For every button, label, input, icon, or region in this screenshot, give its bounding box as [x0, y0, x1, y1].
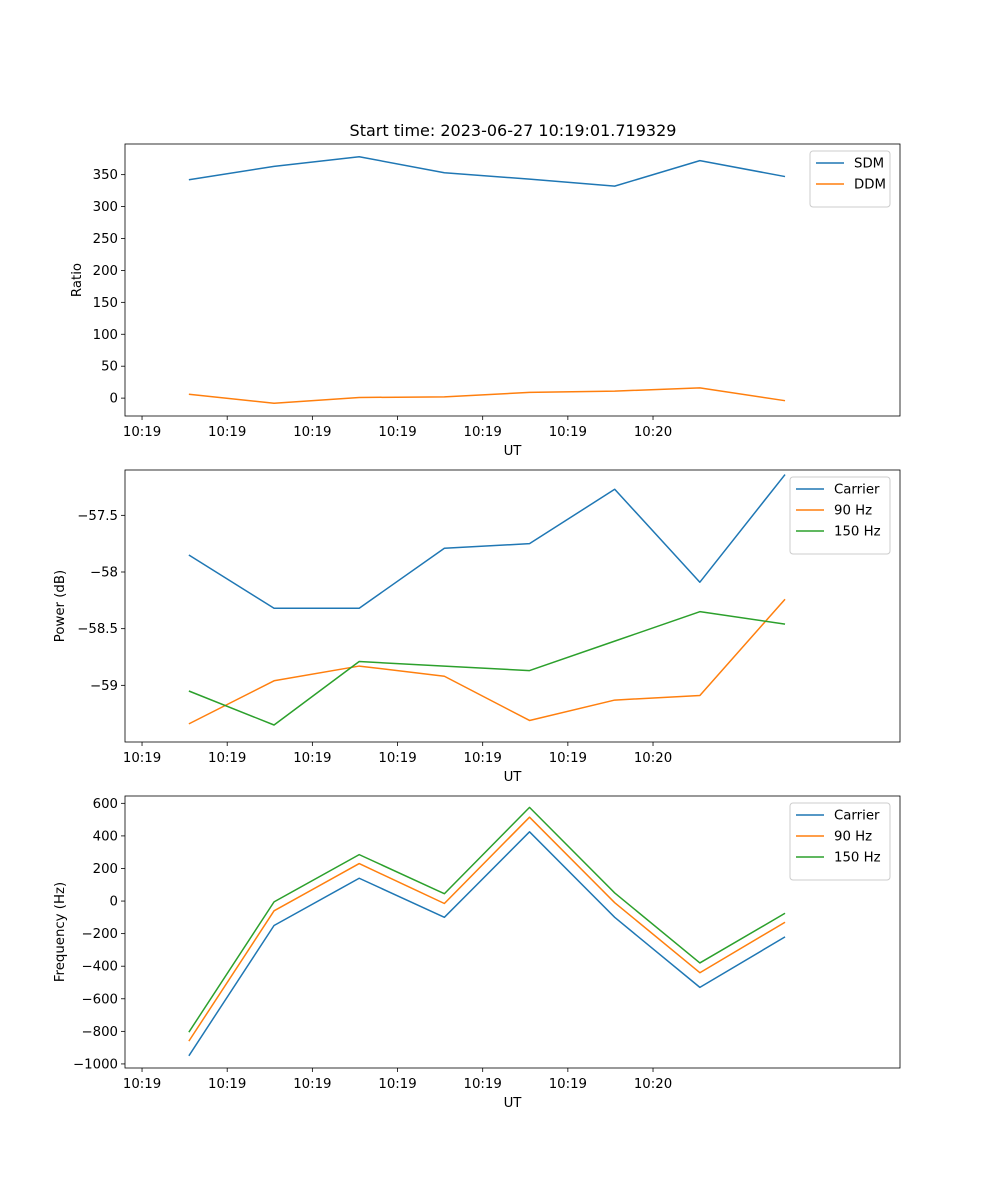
x-tick-label: 10:19 — [208, 1077, 246, 1092]
x-tick-label: 10:20 — [634, 751, 672, 766]
x-tick-label: 10:19 — [378, 1077, 416, 1092]
x-tick-label: 10:19 — [378, 425, 416, 440]
y-tick-label: −58 — [90, 566, 118, 581]
axes-frame — [124, 795, 901, 1069]
legend-label: DDM — [854, 178, 886, 193]
y-axis-label: Ratio — [70, 263, 85, 297]
axes-frame — [124, 469, 901, 743]
y-tick-label: −400 — [81, 960, 118, 975]
y-tick-label: 300 — [93, 200, 118, 215]
x-axis-label: UT — [504, 770, 523, 785]
x-tick-label: 10:19 — [549, 425, 587, 440]
y-tick-label: −58.5 — [77, 622, 118, 637]
y-tick-label: 0 — [110, 392, 118, 407]
x-tick-label: 10:19 — [378, 751, 416, 766]
series-line-ddm — [188, 387, 786, 404]
y-axis-label: Frequency (Hz) — [53, 882, 68, 982]
series-line-carrier — [188, 831, 786, 1057]
y-tick-label: 350 — [93, 168, 118, 183]
legend-label: 150 Hz — [834, 851, 881, 866]
legend-label: Carrier — [834, 483, 880, 498]
y-tick-label: −200 — [81, 927, 118, 942]
x-tick-label: 10:19 — [208, 425, 246, 440]
legend-box — [809, 150, 891, 208]
series-line-carrier — [188, 474, 786, 610]
x-axis-label: UT — [504, 444, 523, 459]
series-line-90-hz — [188, 816, 786, 1042]
x-tick-label: 10:19 — [293, 425, 331, 440]
legend-label: 150 Hz — [834, 525, 881, 540]
legend-box — [789, 802, 891, 881]
y-tick-label: 250 — [93, 232, 118, 247]
axes-frame — [124, 143, 901, 417]
chart-panel-3: 10:19 10:19 10:19 10:19 10:19 10:19 10:20 −1000… — [53, 795, 901, 1111]
legend: Carrier 90 Hz 150 Hz — [789, 476, 891, 555]
x-tick-label: 10:19 — [293, 1077, 331, 1092]
y-tick-label: 200 — [93, 264, 118, 279]
x-tick-label: 10:19 — [123, 1077, 161, 1092]
legend-label: 90 Hz — [834, 830, 872, 845]
y-tick-label: −57.5 — [77, 509, 118, 524]
legend-label: Carrier — [834, 809, 880, 824]
x-tick-label: 10:19 — [293, 751, 331, 766]
y-tick-label: 150 — [93, 296, 118, 311]
panels: 10:19 10:19 10:19 10:19 10:19 10:19 10:20 0 50 10… — [53, 143, 901, 1111]
y-tick-label: 600 — [93, 797, 118, 812]
y-tick-label: 50 — [101, 360, 118, 375]
legend-label: 90 Hz — [834, 504, 872, 519]
y-tick-label: −800 — [81, 1025, 118, 1040]
chart-panel-1: 10:19 10:19 10:19 10:19 10:19 10:19 10:20 0 50 10… — [70, 143, 901, 459]
y-tick-label: 0 — [110, 895, 118, 910]
y-tick-label: 400 — [93, 829, 118, 844]
x-tick-label: 10:19 — [549, 1077, 587, 1092]
x-tick-label: 10:20 — [634, 425, 672, 440]
series-line-90-hz — [188, 598, 786, 725]
y-axis-label: Power (dB) — [53, 570, 68, 642]
x-tick-label: 10:20 — [634, 1077, 672, 1092]
legend: SDM DDM — [809, 150, 891, 208]
x-tick-label: 10:19 — [464, 751, 502, 766]
y-tick-label: 100 — [93, 328, 118, 343]
y-tick-label: −1000 — [73, 1057, 118, 1072]
x-tick-label: 10:19 — [464, 1077, 502, 1092]
x-tick-label: 10:19 — [208, 751, 246, 766]
series-line-sdm — [188, 156, 786, 187]
y-tick-label: 200 — [93, 862, 118, 877]
x-tick-label: 10:19 — [549, 751, 587, 766]
x-tick-label: 10:19 — [123, 425, 161, 440]
x-axis-label: UT — [504, 1096, 523, 1111]
legend: Carrier 90 Hz 150 Hz — [789, 802, 891, 881]
legend-label: SDM — [854, 157, 884, 172]
chart-panel-2: 10:19 10:19 10:19 10:19 10:19 10:19 10:20 −59 −5… — [53, 469, 901, 785]
legend-box — [789, 476, 891, 555]
series-line-150-hz — [188, 806, 786, 1033]
y-tick-label: −59 — [90, 679, 118, 694]
x-tick-label: 10:19 — [123, 751, 161, 766]
y-tick-label: −600 — [81, 992, 118, 1007]
x-tick-label: 10:19 — [464, 425, 502, 440]
series-line-150-hz — [188, 610, 786, 726]
chart-title: Start time: 2023-06-27 10:19:01.719329 — [350, 121, 677, 140]
